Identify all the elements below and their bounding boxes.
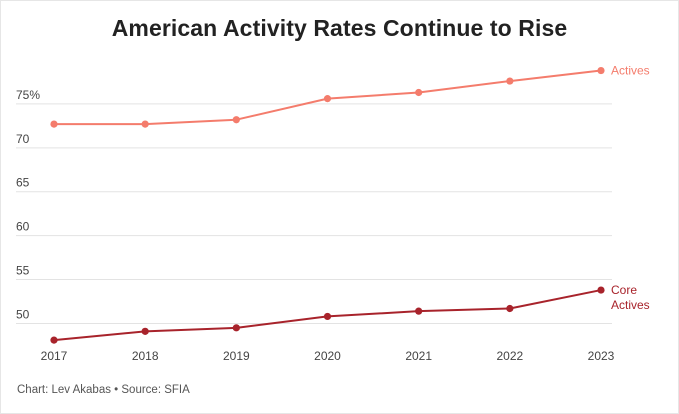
data-point <box>506 77 514 85</box>
series-label: Core Actives <box>611 283 650 312</box>
y-tick-label: 60 <box>16 220 30 234</box>
series-label: Actives <box>611 64 650 78</box>
x-tick-label: 2022 <box>496 349 523 363</box>
x-tick-label: 2018 <box>132 349 159 363</box>
data-point <box>597 286 605 294</box>
data-point <box>50 120 58 128</box>
y-tick-label: 50 <box>16 307 30 321</box>
y-tick-label: 70 <box>16 132 30 146</box>
x-tick-label: 2020 <box>314 349 341 363</box>
chart-title: American Activity Rates Continue to Rise <box>111 15 568 41</box>
x-tick-label: 2023 <box>588 349 615 363</box>
x-tick-label: 2019 <box>223 349 250 363</box>
y-tick-label: 55 <box>16 264 30 278</box>
data-point <box>232 324 240 332</box>
x-tick-label: 2021 <box>405 349 432 363</box>
data-point <box>50 336 58 344</box>
data-point <box>597 66 605 75</box>
data-point <box>141 327 149 335</box>
data-point <box>323 312 332 321</box>
x-tick-label: 2017 <box>41 349 68 363</box>
y-tick-label: 65 <box>16 176 30 190</box>
chart-credit: Chart: Lev Akabas • Source: SFIA <box>17 384 190 396</box>
data-point <box>415 88 423 97</box>
data-point <box>141 120 149 128</box>
data-point <box>232 116 240 124</box>
data-point <box>506 304 514 313</box>
data-point <box>415 307 423 315</box>
y-tick-label: 75% <box>16 88 40 102</box>
data-point <box>323 95 332 103</box>
